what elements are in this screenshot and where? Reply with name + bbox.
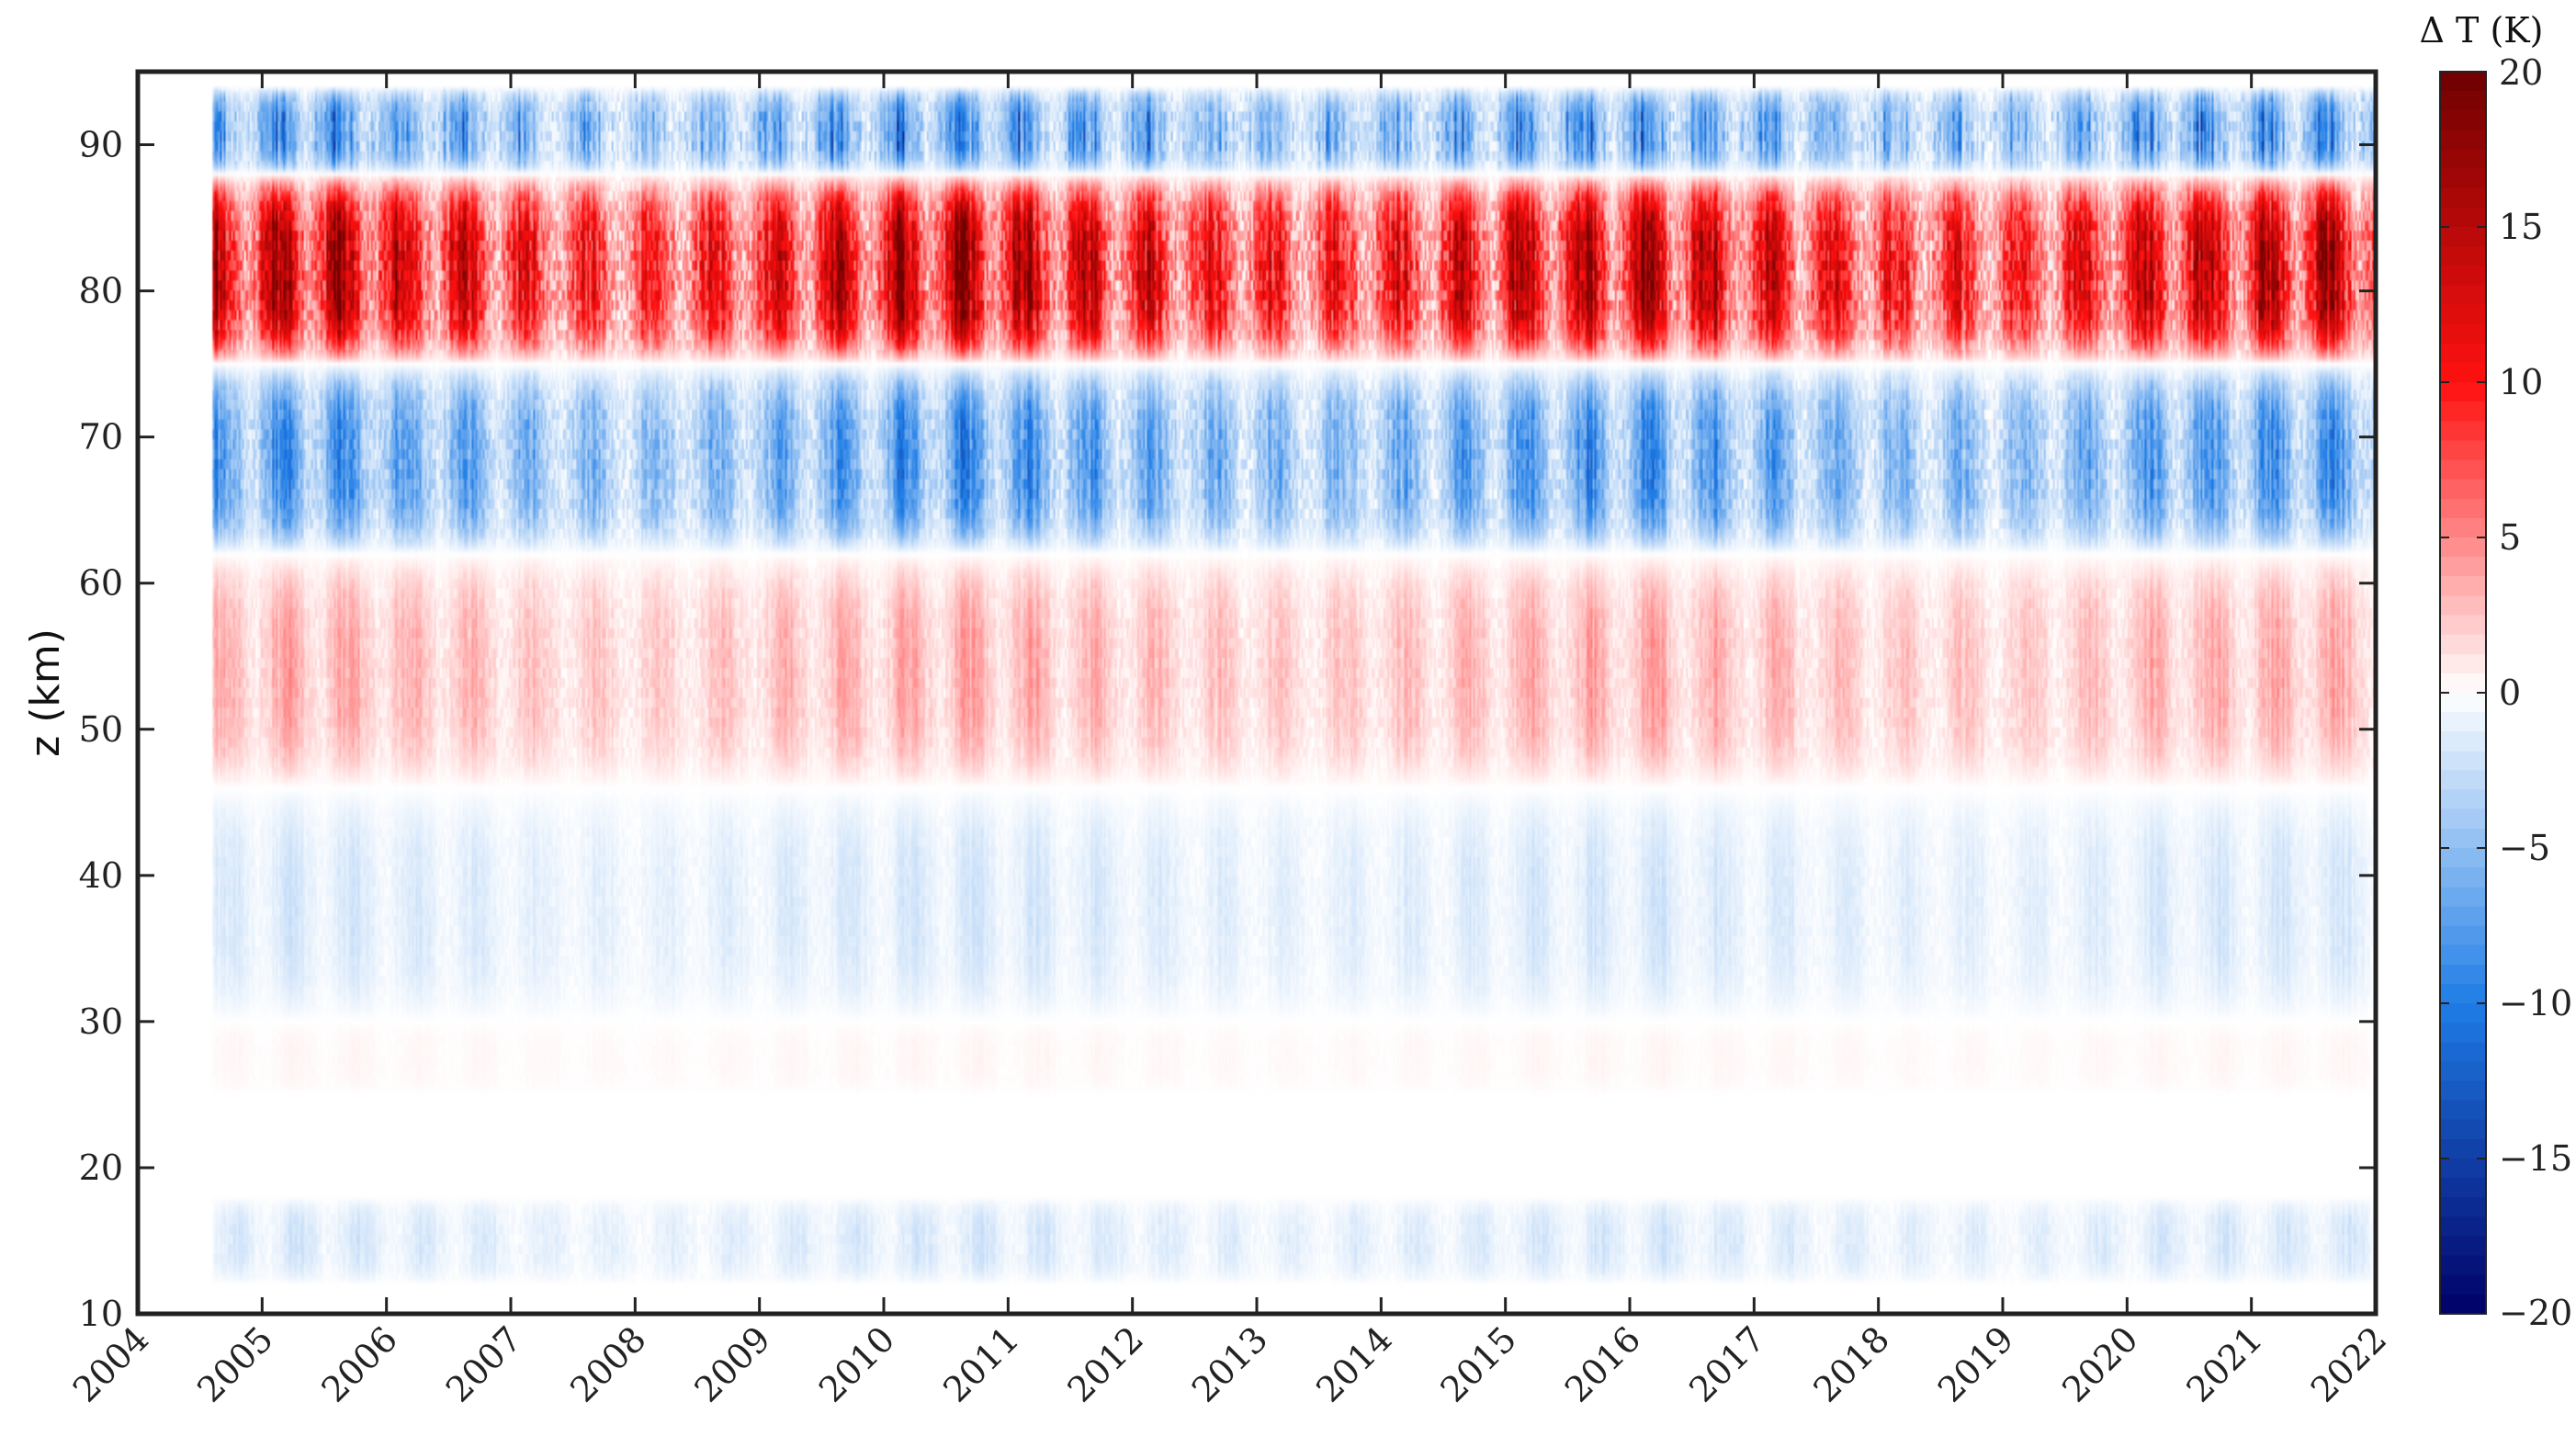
colorbar-tick-label: −10 [2499, 983, 2572, 1023]
colorbar-tick-label: 15 [2499, 207, 2543, 247]
x-tick-label: 2005 [189, 1318, 281, 1410]
colorbar-title: Δ T (K) [2420, 10, 2544, 51]
x-tick-label: 2015 [1433, 1318, 1525, 1410]
colorbar-tick-label: 20 [2499, 52, 2543, 93]
x-tick-label: 2022 [2303, 1318, 2395, 1410]
x-tick-label: 2012 [1060, 1318, 1152, 1410]
y-tick-label: 30 [79, 1001, 123, 1042]
y-tick-label: 60 [79, 563, 123, 604]
y-tick-label: 10 [79, 1294, 123, 1334]
colorbar-tick-label: 0 [2499, 673, 2521, 713]
x-tick-label: 2019 [1930, 1318, 2022, 1410]
colorbar-tick-label: 5 [2499, 517, 2521, 558]
x-tick-label: 2011 [935, 1318, 1027, 1410]
y-axis: 10 20 30 40 50 60 70 80 90 [79, 125, 2376, 1334]
y-tick-label: 80 [79, 271, 123, 311]
x-tick-label: 2017 [1681, 1318, 1773, 1410]
x-tick-label: 2008 [562, 1318, 654, 1410]
x-tick-label: 2013 [1184, 1318, 1276, 1410]
x-tick-label: 2016 [1557, 1318, 1649, 1410]
colorbar-ticks: 20 15 10 5 0 −5 −10 −15 −20 [2440, 52, 2572, 1333]
x-tick-label: 2021 [2179, 1318, 2271, 1410]
colorbar-tick-label: −20 [2499, 1293, 2572, 1333]
x-tick-label: 2009 [687, 1318, 779, 1410]
colorbar-tick-label: 10 [2499, 362, 2543, 402]
y-tick-label: 40 [79, 855, 123, 896]
heatmap-image [138, 72, 2376, 1314]
x-tick-label: 2020 [2054, 1318, 2146, 1410]
y-tick-label: 20 [79, 1148, 123, 1188]
y-tick-label: 90 [79, 125, 123, 165]
y-tick-label: 70 [79, 417, 123, 458]
x-tick-label: 2010 [811, 1318, 903, 1410]
y-axis-label: z (km) [22, 628, 69, 757]
x-tick-label: 2018 [1806, 1318, 1898, 1410]
colorbar-tick-label: −5 [2499, 828, 2550, 868]
x-tick-label: 2006 [314, 1318, 406, 1410]
plot-area [138, 72, 2376, 1314]
y-tick-label: 50 [79, 709, 123, 750]
x-tick-label: 2014 [1308, 1318, 1400, 1410]
colorbar: 20 15 10 5 0 −5 −10 −15 −20 Δ T (K) [2420, 10, 2573, 1333]
colorbar-tick-label: −15 [2499, 1138, 2572, 1179]
x-tick-label: 2007 [438, 1318, 530, 1410]
